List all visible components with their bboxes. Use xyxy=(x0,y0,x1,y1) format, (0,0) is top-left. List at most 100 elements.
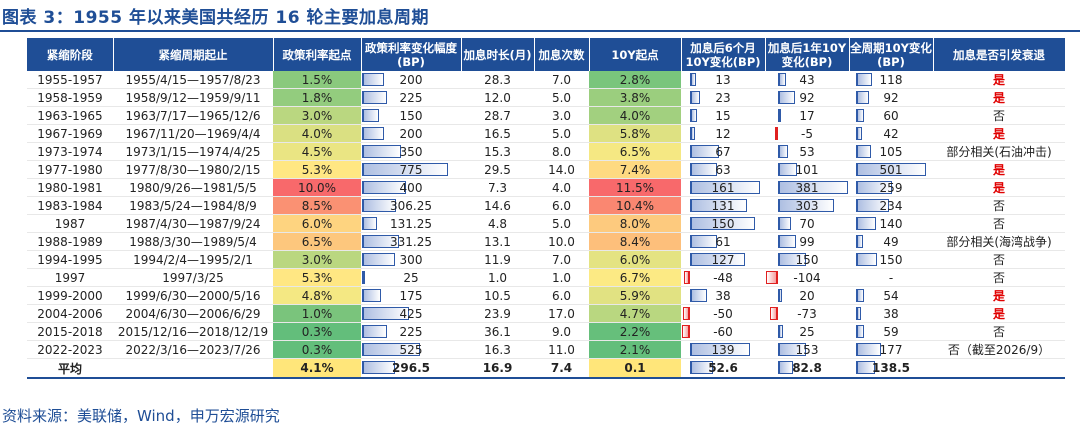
table-row: 1980-1981 1980/9/26—1981/5/5 10.0% 400 7.3 4.… xyxy=(27,178,1065,197)
data-bar xyxy=(362,199,396,212)
cell-y10-1y: 92 xyxy=(765,88,849,107)
cell-rate-change: 200 xyxy=(361,71,461,89)
cell-duration: 28.3 xyxy=(461,71,534,89)
cell-y10-start: 2.8% xyxy=(589,71,681,89)
cell-duration: 7.3 xyxy=(461,178,534,197)
title-divider xyxy=(0,30,1080,32)
cell-y10-1y: 303 xyxy=(765,196,849,215)
cell-period: 1987/4/30—1987/9/24 xyxy=(113,214,273,233)
cell-y10-full: 140 xyxy=(849,214,933,233)
column-header: 加息次数 xyxy=(534,38,590,71)
cell-period: 1973/1/15—1974/4/25 xyxy=(113,142,273,161)
cell-hikes: 10.0 xyxy=(534,232,589,251)
data-bar xyxy=(778,181,848,194)
cell-rate-start: 3.0% xyxy=(273,250,361,269)
cell-hikes: 8.0 xyxy=(534,142,589,161)
cell-rate-start: 8.5% xyxy=(273,196,361,215)
cell-recession: 部分相关(海湾战争) xyxy=(933,232,1065,251)
cell-y10-1y: 381 xyxy=(765,178,849,197)
data-bar xyxy=(690,109,697,122)
cell-duration: 11.9 xyxy=(461,250,534,269)
column-header: 加息后6个月10Y变化(BP) xyxy=(681,38,766,71)
cell-rate-start: 0.3% xyxy=(273,340,361,359)
data-bar xyxy=(856,253,877,266)
cell-stage: 1977-1980 xyxy=(27,160,113,179)
cell-rate-start: 4.5% xyxy=(273,142,361,161)
cell-stage: 1983-1984 xyxy=(27,196,113,215)
cell-stage: 1980-1981 xyxy=(27,178,113,197)
cell-recession: 是 xyxy=(933,88,1065,107)
cell-period: 1977/8/30—1980/2/15 xyxy=(113,160,273,179)
cell-y10-1y: 17 xyxy=(765,106,849,125)
cell-duration: 12.0 xyxy=(461,88,534,107)
cell-duration: 36.1 xyxy=(461,322,534,341)
table-row: 2004-2006 2004/6/30—2006/6/29 1.0% 425 23.9 1… xyxy=(27,304,1065,323)
data-bar xyxy=(778,325,783,338)
cell-hikes: 4.0 xyxy=(534,178,589,197)
cell-recession: 是 xyxy=(933,160,1065,179)
cell-rate-change: 400 xyxy=(361,178,461,197)
data-bar xyxy=(778,217,791,230)
cell-period: 1983/5/24—1984/8/9 xyxy=(113,196,273,215)
cell-y10-full: 150 xyxy=(849,250,933,269)
data-bar xyxy=(856,289,864,302)
cell-period: 1958/9/12—1959/9/11 xyxy=(113,88,273,107)
cell-y10-6m: 150 xyxy=(681,214,765,233)
cell-recession: 否 xyxy=(933,214,1065,233)
cell-hikes: 6.0 xyxy=(534,196,589,215)
cell-period: 1955/4/15—1957/8/23 xyxy=(113,71,273,89)
cell-y10-6m: 12 xyxy=(681,124,765,143)
source-note: 资料来源：美联储，Wind，申万宏源研究 xyxy=(2,407,280,425)
table-row: 1955-1957 1955/4/15—1957/8/23 1.5% 200 28.3 7… xyxy=(27,71,1065,89)
table-row: 1958-1959 1958/9/12—1959/9/11 1.8% 225 12.0 5… xyxy=(27,88,1065,107)
cell-recession: 是 xyxy=(933,304,1065,323)
cell-rate-change: 331.25 xyxy=(361,232,461,251)
cell-stage: 2015-2018 xyxy=(27,322,113,341)
cell-duration: 23.9 xyxy=(461,304,534,323)
cell-rate-start: 0.3% xyxy=(273,322,361,341)
data-bar xyxy=(690,235,717,248)
cell-y10-6m: 15 xyxy=(681,106,765,125)
data-bar xyxy=(362,163,448,176)
data-bar xyxy=(856,325,865,338)
cell-recession: 是 xyxy=(933,286,1065,305)
cell-y10-6m: 131 xyxy=(681,196,765,215)
cell-period: 2015/12/16—2018/12/19 xyxy=(113,322,273,341)
negative-data-bar xyxy=(682,325,690,338)
cell-rate-change: 306.25 xyxy=(361,196,461,215)
cell-rate-change: 350 xyxy=(361,142,461,161)
cell-y10-6m: -50 xyxy=(681,304,765,323)
data-bar xyxy=(362,307,410,320)
data-bar xyxy=(856,109,865,122)
cell-stage: 1997 xyxy=(27,268,113,287)
data-bar xyxy=(690,145,720,158)
cell-rate-change: 25 xyxy=(361,268,461,287)
cell-recession: 否 xyxy=(933,250,1065,269)
table-row: 1973-1974 1973/1/15—1974/4/25 4.5% 350 15.3 8… xyxy=(27,142,1065,161)
data-bar xyxy=(362,127,385,140)
data-bar xyxy=(690,253,746,266)
cell-y10-1y: -5 xyxy=(765,124,849,143)
cell-y10-start: 7.4% xyxy=(589,160,681,179)
cell-recession: 是 xyxy=(933,124,1065,143)
table-body: 1955-1957 1955/4/15—1957/8/23 1.5% 200 28.3 7… xyxy=(27,71,1065,379)
data-bar xyxy=(690,289,707,302)
cell-y10-1y: 20 xyxy=(765,286,849,305)
data-bar xyxy=(362,109,379,122)
cell-y10-1y: 70 xyxy=(765,214,849,233)
cell-y10-start: 4.0% xyxy=(589,106,681,125)
data-bar xyxy=(362,145,401,158)
cell-duration: 14.6 xyxy=(461,196,534,215)
data-bar xyxy=(778,145,788,158)
cell-y10-1y: 53 xyxy=(765,142,849,161)
figure-title: 图表 3：1955 年以来美国共经历 16 轮主要加息周期 xyxy=(2,8,429,28)
cell-y10-start: 8.4% xyxy=(589,232,681,251)
table-row: 1967-1969 1967/11/20—1969/4/4 4.0% 200 16.5 5… xyxy=(27,124,1065,143)
cell-y10-start: 10.4% xyxy=(589,196,681,215)
data-bar xyxy=(362,361,395,374)
cell-y10-6m: 23 xyxy=(681,88,765,107)
cell-recession: 部分相关(石油冲击) xyxy=(933,142,1065,161)
cell-y10-1y: 43 xyxy=(765,71,849,89)
data-bar xyxy=(690,163,718,176)
cell-y10-start: 3.8% xyxy=(589,88,681,107)
